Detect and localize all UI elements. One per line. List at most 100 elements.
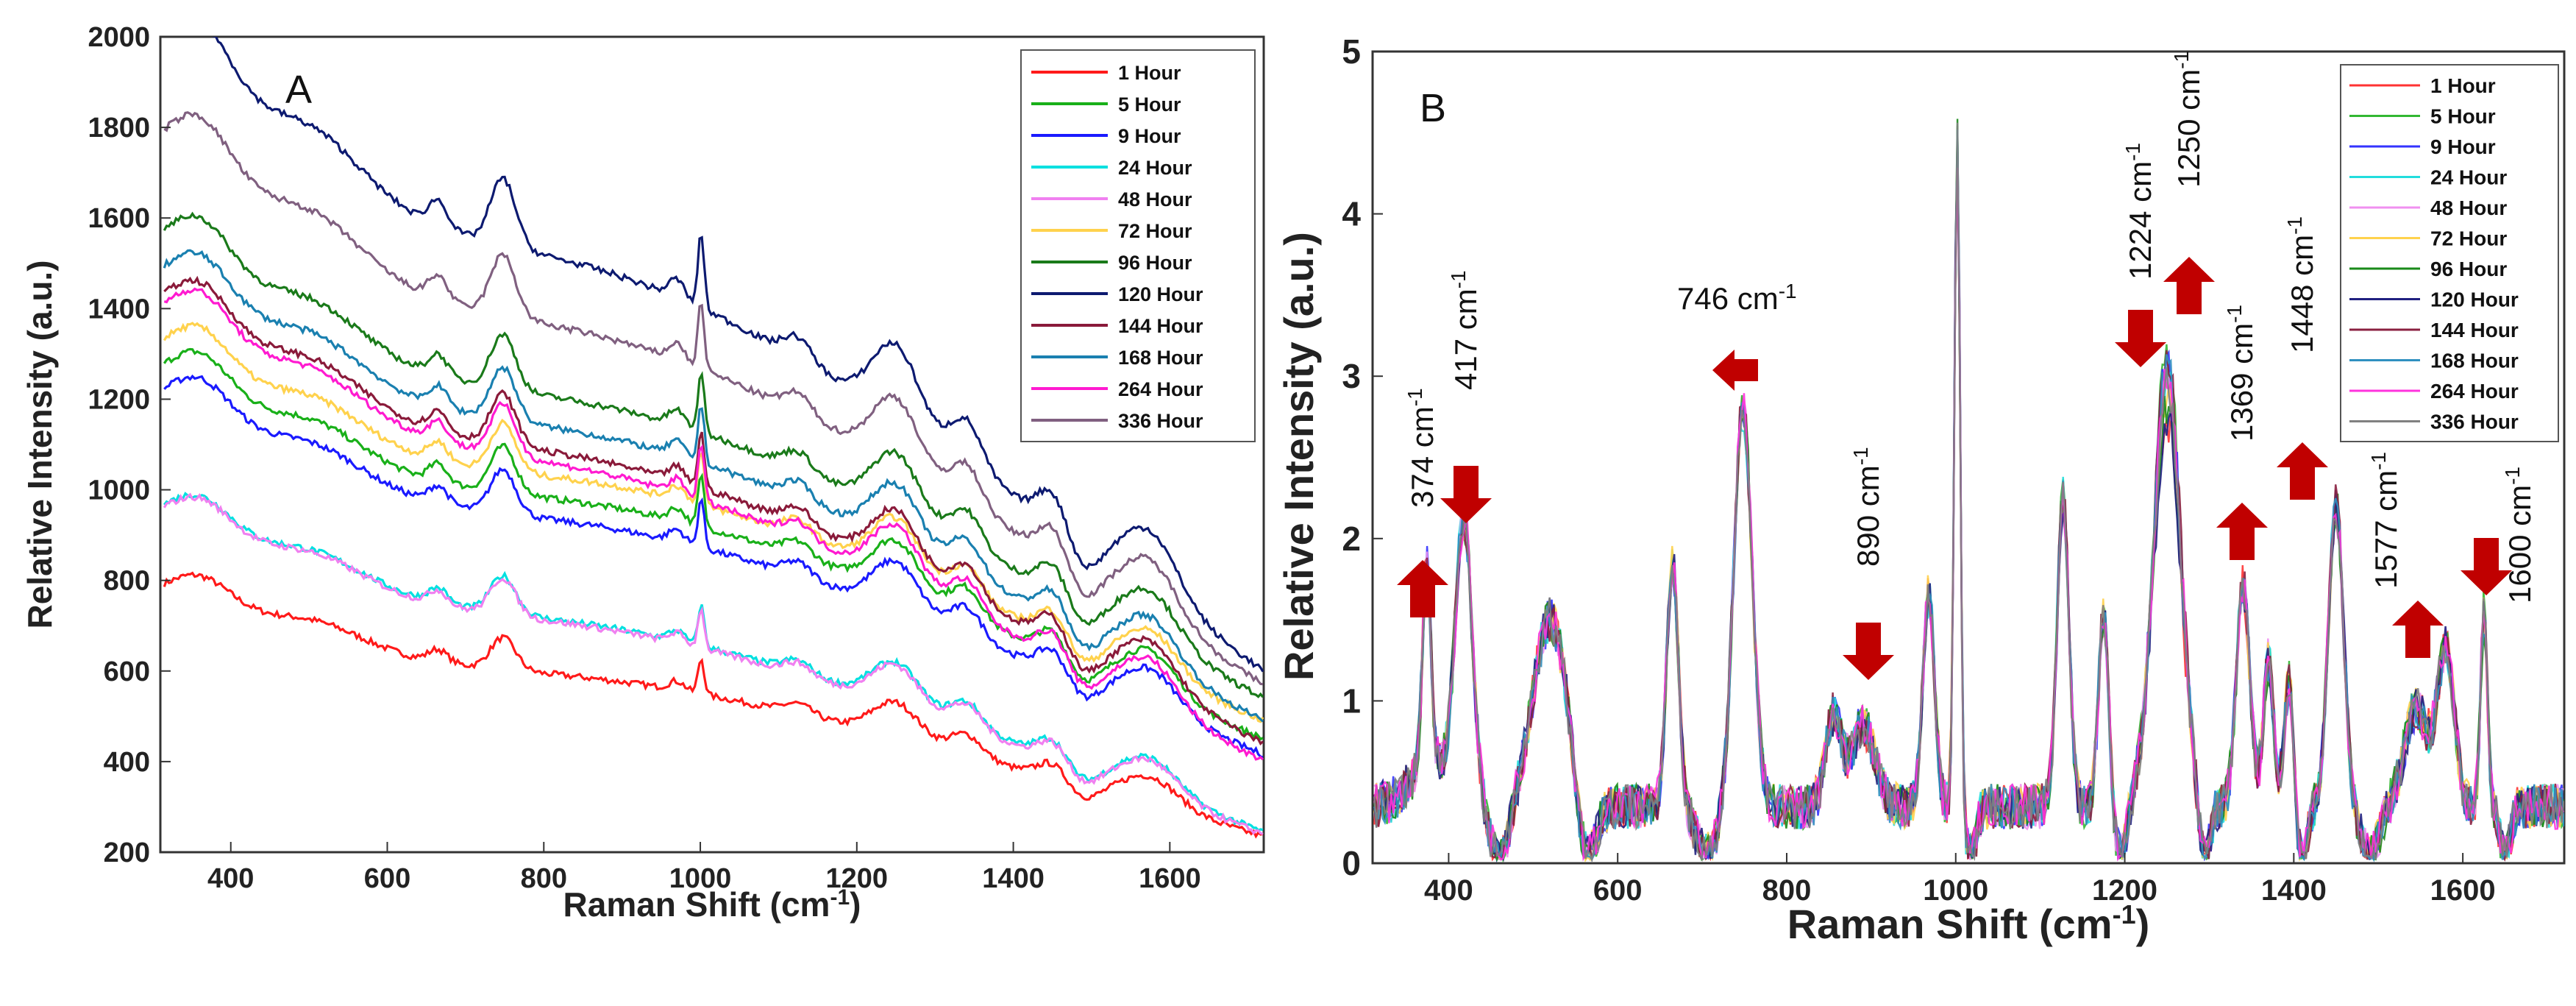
panel-a-legend-box: [1020, 49, 1256, 442]
panel-a-legend-label: 9 Hour: [1118, 125, 1181, 147]
panel-a-y-axis-title: Relative Intensity (a.u.): [21, 260, 59, 628]
peak-arrow-icon: [1843, 623, 1894, 680]
panel-b-legend-label: 96 Hour: [2430, 258, 2507, 280]
panel-b-y-axis-title: Relative Intensity (a.u.): [1275, 232, 1322, 681]
panel-a-y-tick-label: 1600: [88, 203, 150, 234]
panel-a-legend-label: 5 Hour: [1118, 93, 1181, 116]
panel-b-y-tick-label: 0: [1342, 844, 1361, 882]
panel-a-x-tick-label: 400: [207, 863, 254, 894]
panel-b-legend-box: [2340, 64, 2559, 442]
panel-a-y-tick-label: 200: [104, 837, 150, 868]
panel-b: 400 600 800 1000 1200 1400 1600 0 1 2 3 4 5 374 cm-…: [1275, 32, 2566, 948]
panel-b-legend-label: 9 Hour: [2430, 135, 2496, 158]
panel-b-x-tick-label: 1200: [2092, 874, 2157, 907]
panel-b-y-tick-label: 2: [1342, 520, 1361, 558]
panel-b-x-tick-label: 600: [1593, 874, 1643, 907]
panel-b-legend-label: 24 Hour: [2430, 166, 2507, 189]
peak-arrow-icon: [2115, 310, 2166, 367]
panel-b-x-tick-label: 1400: [2261, 874, 2327, 907]
panel-a-series-line: [163, 275, 1264, 745]
panel-b-letter: B: [1420, 86, 1446, 130]
panel-a-y-tick-label: 1000: [88, 475, 150, 506]
panel-a-x-tick-label: 600: [364, 863, 410, 894]
panel-a-y-ticks: 200 400 600 800 1000 1200 1400 1600 1800 2000: [88, 22, 171, 868]
panel-a-y-tick-label: 400: [104, 747, 150, 778]
peak-label: 1448 cm-1: [2283, 216, 2320, 353]
panel-b-y-ticks: 0 1 2 3 4 5: [1342, 32, 1383, 882]
panel-a-legend-label: 72 Hour: [1118, 220, 1192, 242]
panel-a-series-line: [163, 374, 1264, 759]
panel-a-y-tick-label: 600: [104, 656, 150, 687]
panel-b-legend-label: 72 Hour: [2430, 227, 2507, 250]
panel-b-y-tick-label: 3: [1342, 357, 1361, 395]
peak-label: 1224 cm-1: [2121, 143, 2158, 280]
panel-a-legend-label: 264 Hour: [1118, 378, 1203, 400]
panel-a-legend-label: 24 Hour: [1118, 157, 1192, 179]
peak-label: 746 cm-1: [1677, 280, 1797, 316]
panel-a-y-tick-label: 1200: [88, 384, 150, 415]
panel-a-legend-label: 96 Hour: [1118, 252, 1192, 274]
panel-b-x-tick-label: 1000: [1923, 874, 1988, 907]
panel-a-legend-label: 120 Hour: [1118, 283, 1203, 305]
panel-b-x-tick-label: 800: [1762, 874, 1812, 907]
panel-a-series-lines: [163, 37, 1264, 839]
panel-a-series-line: [163, 322, 1264, 723]
peak-arrow-icon: [2392, 601, 2444, 658]
panel-a: 400 600 800 1000 1200 1400 1600 200 400 600 800 10…: [21, 22, 1265, 924]
panel-a-x-tick-label: 1200: [826, 863, 889, 894]
peak-label: 417 cm-1: [1447, 270, 1484, 390]
panel-a-x-ticks: 400 600 800 1000 1200 1400 1600: [207, 842, 1201, 894]
panel-a-series-line: [163, 492, 1264, 835]
peak-label: 1369 cm-1: [2223, 305, 2260, 442]
peak-label: 1250 cm-1: [2170, 51, 2207, 188]
panel-a-y-tick-label: 1400: [88, 294, 150, 325]
panel-b-y-tick-label: 5: [1342, 32, 1361, 71]
panel-b-legend-label: 120 Hour: [2430, 288, 2519, 311]
panel-a-series-line: [163, 571, 1264, 839]
panel-b-y-tick-label: 1: [1342, 681, 1361, 720]
panel-a-y-tick-label: 1800: [88, 113, 150, 144]
panel-a-series-line: [163, 111, 1264, 686]
peak-label: 890 cm-1: [1849, 447, 1886, 567]
panel-b-x-ticks: 400 600 800 1000 1200 1400 1600: [1424, 853, 2496, 907]
peak-label: 1600 cm-1: [2501, 467, 2538, 603]
panel-a-series-line: [163, 347, 1264, 741]
panel-b-y-tick-label: 4: [1342, 195, 1361, 233]
panel-a-series-line: [163, 287, 1264, 761]
panel-a-legend-label: 1 Hour: [1118, 62, 1181, 84]
panel-a-legend: 1 Hour 5 Hour 9 Hour 24 Hour 48 Hour 72 Hour 9…: [1020, 49, 1256, 442]
panel-b-legend-label: 336 Hour: [2430, 411, 2519, 433]
panel-b-legend: 1 Hour 5 Hour 9 Hour 24 Hour 48 Hour 72 Hour 9…: [2340, 64, 2559, 442]
panel-b-legend-label: 5 Hour: [2430, 105, 2496, 128]
peak-arrow-icon: [1712, 350, 1758, 391]
panel-b-legend-label: 168 Hour: [2430, 350, 2519, 372]
panel-a-series-line: [212, 37, 1264, 673]
panel-a-legend-label: 168 Hour: [1118, 347, 1203, 369]
peak-arrow-icon: [1440, 466, 1492, 523]
panel-b-x-tick-label: 400: [1424, 874, 1473, 907]
panel-b-legend-label: 48 Hour: [2430, 196, 2507, 219]
panel-a-legend-label: 144 Hour: [1118, 315, 1203, 337]
panel-a-x-tick-label: 800: [521, 863, 567, 894]
panel-b-x-axis-title: Raman Shift (cm-1): [1787, 899, 2150, 948]
panel-a-letter: A: [285, 68, 312, 112]
panel-a-x-tick-label: 1400: [982, 863, 1045, 894]
peak-label: 374 cm-1: [1403, 388, 1440, 508]
panel-a-x-tick-label: 1000: [669, 863, 732, 894]
panel-a-y-tick-label: 2000: [88, 22, 150, 53]
panel-a-x-tick-label: 1600: [1139, 863, 1201, 894]
panel-a-y-tick-label: 800: [104, 566, 150, 597]
panel-a-legend-label: 336 Hour: [1118, 410, 1203, 432]
peak-arrow-icon: [2461, 538, 2512, 595]
peak-arrow-icon: [1397, 560, 1448, 617]
peak-arrow-icon: [2163, 257, 2215, 314]
peak-arrow-icon: [2277, 442, 2328, 500]
panel-b-legend-label: 264 Hour: [2430, 380, 2519, 403]
panel-b-series-line: [1373, 122, 2564, 863]
panel-b-legend-label: 1 Hour: [2430, 74, 2496, 97]
panel-a-series-line: [163, 249, 1264, 723]
panel-b-legend-label: 144 Hour: [2430, 319, 2519, 341]
panel-b-series-lines: [1373, 118, 2564, 863]
